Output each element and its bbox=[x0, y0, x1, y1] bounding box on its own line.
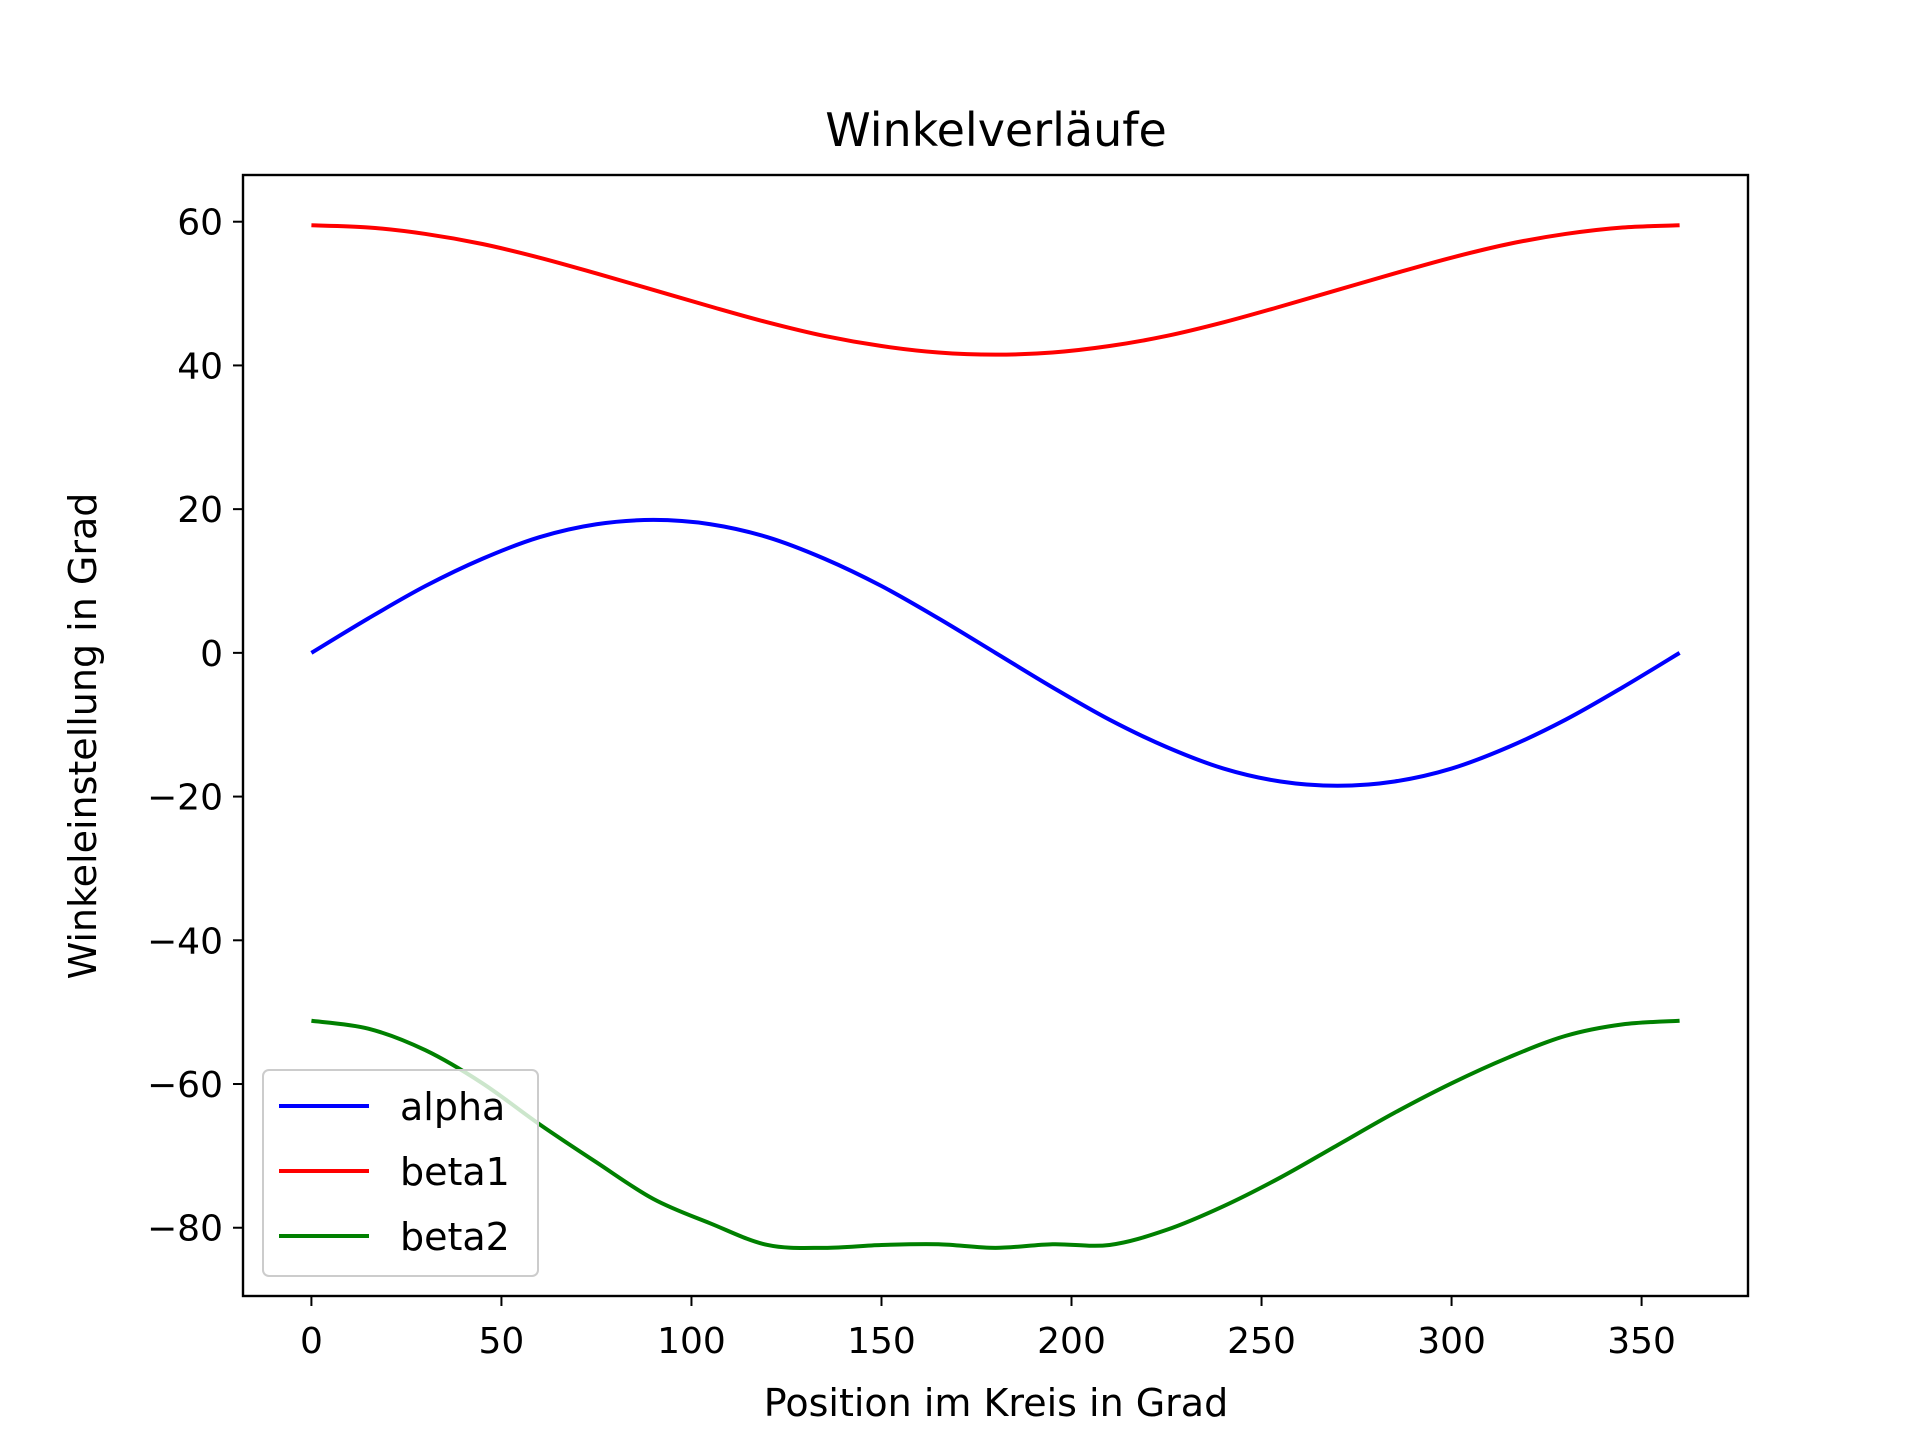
x-axis-title: Position im Kreis in Grad bbox=[764, 1381, 1228, 1425]
legend-label-beta1: beta1 bbox=[400, 1150, 510, 1194]
y-axis: 60 40 20 0 −20 −40 −60 −80 bbox=[147, 203, 243, 1250]
x-tick-label: 350 bbox=[1607, 1321, 1676, 1362]
y-tick-label: 20 bbox=[177, 490, 223, 531]
series-line-beta2 bbox=[311, 1018, 1680, 1251]
x-tick-label: 200 bbox=[1037, 1321, 1106, 1362]
x-tick-label: 100 bbox=[657, 1321, 726, 1362]
series-line-alpha bbox=[310, 517, 1681, 788]
y-tick-label: 60 bbox=[177, 203, 223, 244]
legend: alpha beta1 beta2 bbox=[262, 1069, 539, 1277]
y-axis-title: Winkeleinstellung in Grad bbox=[61, 493, 105, 980]
legend-frame bbox=[262, 1069, 539, 1277]
plot-frame bbox=[241, 173, 1750, 1298]
y-tick-label: −40 bbox=[147, 921, 223, 962]
x-tick-label: 0 bbox=[300, 1321, 323, 1362]
x-axis: 0 50 100 150 200 250 300 350 bbox=[300, 1296, 1676, 1362]
y-tick-label: 0 bbox=[200, 634, 223, 675]
y-tick-label: 40 bbox=[177, 346, 223, 387]
y-tick-label: −60 bbox=[147, 1065, 223, 1106]
x-tick-label: 250 bbox=[1227, 1321, 1296, 1362]
y-tick-label: −80 bbox=[147, 1209, 223, 1250]
x-tick-label: 300 bbox=[1417, 1321, 1486, 1362]
legend-label-alpha: alpha bbox=[400, 1085, 505, 1129]
x-tick-label: 50 bbox=[479, 1321, 525, 1362]
legend-label-beta2: beta2 bbox=[400, 1215, 510, 1259]
chart-title: Winkelverläufe bbox=[825, 103, 1167, 157]
x-tick-label: 150 bbox=[847, 1321, 916, 1362]
y-tick-label: −20 bbox=[147, 778, 223, 819]
series-line-beta1 bbox=[311, 223, 1680, 357]
series-layer bbox=[310, 223, 1681, 1251]
